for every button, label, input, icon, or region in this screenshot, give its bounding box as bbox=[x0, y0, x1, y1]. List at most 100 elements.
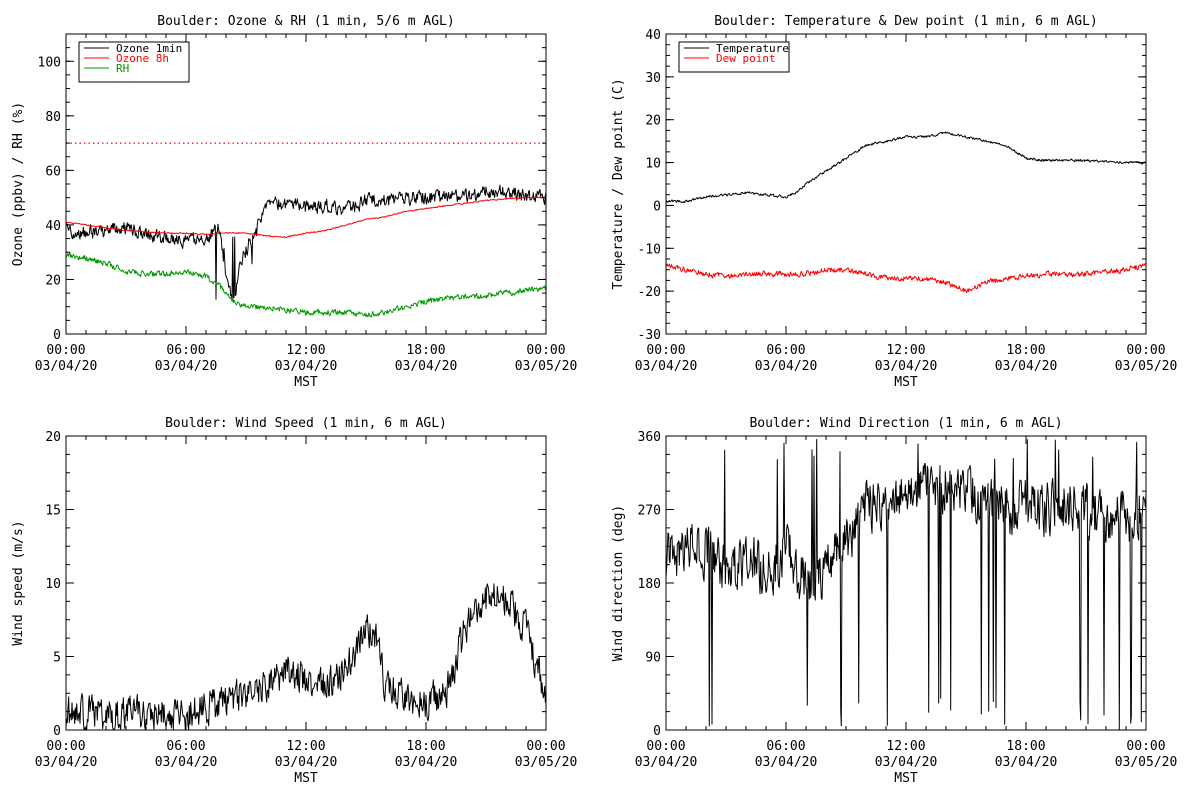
legend-box bbox=[78, 41, 190, 83]
y-axis-label: Wind speed (m/s) bbox=[11, 520, 26, 645]
y-tick-label: 40 bbox=[645, 28, 661, 43]
plot-area bbox=[666, 439, 1146, 730]
x-tick-date-label: 03/04/20 bbox=[395, 359, 458, 374]
y-tick-label: 30 bbox=[645, 71, 661, 86]
legend-label: Ozone 1min bbox=[116, 42, 182, 55]
chart-title: Boulder: Ozone & RH (1 min, 5/6 m AGL) bbox=[157, 14, 454, 29]
x-tick-date-label: 03/04/20 bbox=[755, 359, 818, 374]
y-tick-label: 0 bbox=[653, 724, 661, 739]
chart-panel-temp-dew: Boulder: Temperature & Dew point (1 min,… bbox=[611, 14, 1177, 390]
x-tick-time-label: 06:00 bbox=[166, 343, 205, 358]
x-tick-time-label: 12:00 bbox=[886, 739, 925, 754]
chart-title: Boulder: Wind Direction (1 min, 6 m AGL) bbox=[749, 416, 1062, 431]
x-tick-time-label: 00:00 bbox=[1126, 739, 1165, 754]
x-tick-time-label: 18:00 bbox=[406, 343, 445, 358]
plot-frame bbox=[665, 435, 1147, 731]
x-tick-date-label: 03/05/20 bbox=[1115, 755, 1178, 770]
chart-panel-wind-direction: Boulder: Wind Direction (1 min, 6 m AGL)… bbox=[611, 416, 1177, 786]
x-tick-date-label: 03/04/20 bbox=[395, 755, 458, 770]
plot-area bbox=[66, 583, 546, 730]
y-tick-label: -10 bbox=[638, 242, 661, 257]
y-tick-label: 80 bbox=[45, 110, 61, 125]
x-tick-time-label: 00:00 bbox=[646, 739, 685, 754]
x-tick-time-label: 00:00 bbox=[646, 343, 685, 358]
y-tick-label: 20 bbox=[645, 114, 661, 129]
x-tick-date-label: 03/04/20 bbox=[275, 755, 338, 770]
y-tick-label: 40 bbox=[45, 219, 61, 234]
x-tick-date-label: 03/05/20 bbox=[515, 359, 578, 374]
y-tick-label: 0 bbox=[53, 724, 61, 739]
y-tick-label: 20 bbox=[45, 430, 61, 445]
plot-area bbox=[66, 142, 546, 318]
x-axis-label: MST bbox=[294, 771, 318, 786]
chart-panel-ozone-rh: Boulder: Ozone & RH (1 min, 5/6 m AGL) Oz… bbox=[11, 14, 577, 390]
y-tick-label: 100 bbox=[38, 55, 61, 70]
x-tick-time-label: 18:00 bbox=[1006, 343, 1045, 358]
series-line-dew-point bbox=[666, 262, 1146, 294]
x-tick-date-label: 03/05/20 bbox=[515, 755, 578, 770]
x-tick-time-label: 12:00 bbox=[886, 343, 925, 358]
y-tick-label: -30 bbox=[638, 328, 661, 343]
plot-area bbox=[666, 131, 1146, 294]
x-tick-time-label: 18:00 bbox=[406, 739, 445, 754]
y-tick-label: 180 bbox=[638, 577, 661, 592]
chart-panel-wind-speed: Boulder: Wind Speed (1 min, 6 m AGL) Wind… bbox=[11, 416, 577, 786]
x-tick-time-label: 00:00 bbox=[1126, 343, 1165, 358]
legend-label: Ozone 8h bbox=[116, 52, 169, 65]
legend-label: Dew point bbox=[716, 52, 776, 65]
y-tick-label: 90 bbox=[645, 651, 661, 666]
x-tick-date-label: 03/04/20 bbox=[875, 359, 938, 374]
series-line-ozone-1min bbox=[66, 184, 546, 300]
x-tick-time-label: 06:00 bbox=[166, 739, 205, 754]
plot-frame bbox=[665, 33, 1147, 335]
y-axis-label: Ozone (ppbv) / RH (%) bbox=[11, 102, 26, 266]
x-axis-label: MST bbox=[894, 771, 918, 786]
x-tick-time-label: 00:00 bbox=[46, 739, 85, 754]
y-tick-label: 60 bbox=[45, 164, 61, 179]
series-line-temperature bbox=[666, 131, 1146, 204]
x-tick-time-label: 06:00 bbox=[766, 739, 805, 754]
y-tick-label: 0 bbox=[53, 328, 61, 343]
x-tick-time-label: 00:00 bbox=[46, 343, 85, 358]
x-tick-date-label: 03/04/20 bbox=[155, 755, 218, 770]
series-line-data bbox=[666, 439, 1146, 730]
series-line-ozone-8h bbox=[66, 196, 546, 239]
x-tick-time-label: 12:00 bbox=[286, 343, 325, 358]
chart-title: Boulder: Wind Speed (1 min, 6 m AGL) bbox=[165, 416, 447, 431]
x-tick-time-label: 00:00 bbox=[526, 343, 565, 358]
x-tick-date-label: 03/04/20 bbox=[35, 755, 98, 770]
y-tick-label: 20 bbox=[45, 273, 61, 288]
y-tick-label: -20 bbox=[638, 285, 661, 300]
x-tick-date-label: 03/05/20 bbox=[1115, 359, 1178, 374]
x-tick-time-label: 12:00 bbox=[286, 739, 325, 754]
x-tick-date-label: 03/04/20 bbox=[995, 755, 1058, 770]
y-tick-label: 5 bbox=[53, 651, 61, 666]
x-tick-time-label: 06:00 bbox=[766, 343, 805, 358]
legend-label: Temperature bbox=[716, 42, 789, 55]
series-line-rh bbox=[66, 252, 546, 318]
series-line-data bbox=[66, 583, 546, 730]
chart-title: Boulder: Temperature & Dew point (1 min,… bbox=[714, 14, 1098, 29]
legend-label: RH bbox=[116, 62, 129, 75]
y-tick-label: 0 bbox=[653, 199, 661, 214]
x-tick-date-label: 03/04/20 bbox=[35, 359, 98, 374]
x-tick-date-label: 03/04/20 bbox=[155, 359, 218, 374]
y-tick-label: 10 bbox=[645, 157, 661, 172]
x-tick-date-label: 03/04/20 bbox=[275, 359, 338, 374]
y-tick-label: 10 bbox=[45, 577, 61, 592]
y-axis-label: Temperature / Dew point (C) bbox=[611, 78, 626, 289]
x-tick-date-label: 03/04/20 bbox=[635, 755, 698, 770]
x-tick-date-label: 03/04/20 bbox=[995, 359, 1058, 374]
legend-box bbox=[678, 41, 790, 73]
y-tick-label: 270 bbox=[638, 504, 661, 519]
y-tick-label: 15 bbox=[45, 504, 61, 519]
x-tick-date-label: 03/04/20 bbox=[635, 359, 698, 374]
x-tick-date-label: 03/04/20 bbox=[875, 755, 938, 770]
x-axis-label: MST bbox=[294, 375, 318, 390]
x-tick-date-label: 03/04/20 bbox=[755, 755, 818, 770]
x-axis-label: MST bbox=[894, 375, 918, 390]
y-tick-label: 360 bbox=[638, 430, 661, 445]
x-tick-time-label: 18:00 bbox=[1006, 739, 1045, 754]
x-tick-time-label: 00:00 bbox=[526, 739, 565, 754]
